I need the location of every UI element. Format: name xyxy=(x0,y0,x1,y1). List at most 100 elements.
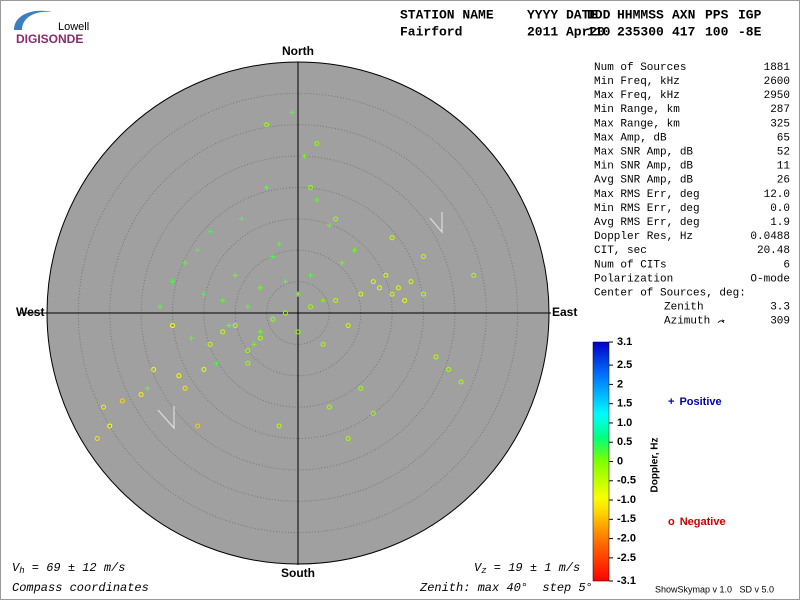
source-positive xyxy=(195,247,201,253)
source-negative xyxy=(402,297,408,303)
source-positive xyxy=(257,285,263,291)
source-negative xyxy=(195,423,201,429)
header-label: HHMMSS xyxy=(617,7,664,22)
source-negative xyxy=(207,341,213,347)
stat-value: 65 xyxy=(777,132,790,144)
stat-value: 0.0488 xyxy=(750,231,790,243)
legend-marker: + xyxy=(668,396,674,408)
stat-label: Min SNR Amp, dB xyxy=(594,161,693,173)
legend-entry: + Positive xyxy=(668,396,722,408)
header-value: 235300 xyxy=(617,24,664,39)
stat-label: Polarization xyxy=(594,273,673,285)
source-negative xyxy=(358,291,364,297)
source-positive xyxy=(339,260,345,266)
source-negative xyxy=(245,348,251,354)
source-positive xyxy=(308,272,314,278)
colorbar-tick-label: -1.0 xyxy=(617,494,636,506)
colorbar-tick-label: 2.5 xyxy=(617,359,632,371)
stat-value: 0.0 xyxy=(770,203,790,215)
source-negative xyxy=(333,216,339,222)
header-value: 417 xyxy=(672,24,695,39)
stat-value: 6 xyxy=(783,259,790,271)
stat-label: Min Range, km xyxy=(594,104,680,116)
stat-value: 2950 xyxy=(764,90,790,102)
source-negative xyxy=(446,366,452,372)
source-positive xyxy=(201,291,207,297)
stat-value: 11 xyxy=(777,161,791,173)
zenith-note: Zenith: max 40° step 5° xyxy=(419,581,593,595)
colorbar-tick-label: 1.5 xyxy=(617,398,632,410)
source-negative xyxy=(421,291,426,297)
header-value: -8E xyxy=(738,24,762,39)
source-positive xyxy=(282,279,288,285)
header-label: AXN xyxy=(672,7,695,22)
source-negative xyxy=(395,285,401,291)
stat-label: Num of CITs xyxy=(594,259,667,271)
stat-value: 1.9 xyxy=(770,217,790,229)
north-label: North xyxy=(282,44,314,58)
header-label: STATION NAME xyxy=(400,7,494,22)
source-negative xyxy=(383,272,389,278)
source-negative xyxy=(320,341,326,347)
stat-value: O-mode xyxy=(750,273,790,285)
source-positive xyxy=(144,385,150,391)
source-negative xyxy=(345,323,351,329)
colorbar-tick-label: 0.5 xyxy=(617,436,632,448)
east-label: East xyxy=(552,305,577,319)
stat-value: 2600 xyxy=(764,76,790,88)
source-negative xyxy=(220,329,226,335)
header-label: PPS xyxy=(705,7,729,22)
source-negative xyxy=(471,272,477,278)
stat-value: 12.0 xyxy=(764,189,790,201)
source-positive xyxy=(320,297,326,303)
source-negative xyxy=(389,291,395,297)
vh-subscript: h xyxy=(19,566,24,576)
legend-marker: o xyxy=(668,516,675,528)
legend-name: Positive xyxy=(679,396,721,408)
west-label: West xyxy=(16,305,44,319)
source-negative xyxy=(257,335,263,341)
colorbar-tick-label: -2.5 xyxy=(617,552,636,564)
source-positive xyxy=(270,254,276,260)
header-value: Fairford xyxy=(400,24,462,39)
stat-value: 325 xyxy=(770,118,790,130)
colorbar-tick-label: 0 xyxy=(617,455,623,467)
stat-label: Avg RMS Err, deg xyxy=(594,217,700,229)
stat-label: Max RMS Err, deg xyxy=(594,189,700,201)
source-positive xyxy=(170,279,175,285)
colorbar-tick-label: -0.5 xyxy=(617,475,636,487)
version: ShowSkymap v 1.0 SD v 5.0 xyxy=(655,584,774,594)
source-positive xyxy=(226,323,232,329)
source-negative xyxy=(100,404,106,410)
source-positive xyxy=(213,360,219,366)
center-label: Azimuth xyxy=(664,316,710,328)
source-negative xyxy=(295,329,301,335)
source-negative xyxy=(458,379,464,385)
source-negative xyxy=(433,354,439,360)
drift-arrow xyxy=(157,212,443,430)
source-positive xyxy=(239,216,245,222)
colorbar-tick-label: 3.1 xyxy=(617,336,632,348)
stat-label: Avg SNR Amp, dB xyxy=(594,175,693,187)
source-negative xyxy=(345,436,351,441)
center-value: 309 xyxy=(770,316,790,328)
colorbar-tick-label: 2 xyxy=(617,378,623,390)
colorbar-tick-label: -2.0 xyxy=(617,533,636,545)
stat-value: 20.48 xyxy=(757,245,790,257)
south-label: South xyxy=(281,566,315,580)
source-positive xyxy=(182,260,188,266)
stat-label: Max Range, km xyxy=(594,118,680,130)
logo-swoosh xyxy=(14,10,52,30)
source-negative xyxy=(245,360,251,366)
source-positive xyxy=(289,109,295,115)
source-positive xyxy=(251,341,257,347)
colorbar-label: Doppler, Hz xyxy=(650,437,661,492)
source-positive xyxy=(257,329,263,335)
source-negative xyxy=(370,279,376,285)
stat-label: Min Freq, kHz xyxy=(594,76,680,88)
source-negative xyxy=(232,323,238,329)
colorbar: 3.1 2.5 2 1.5 1.0 0.5 0 -0.5 -1.0 -1.5 -2.0 -2.5 -3.… xyxy=(592,336,726,587)
source-positive xyxy=(314,197,320,203)
source-positive xyxy=(188,335,194,341)
